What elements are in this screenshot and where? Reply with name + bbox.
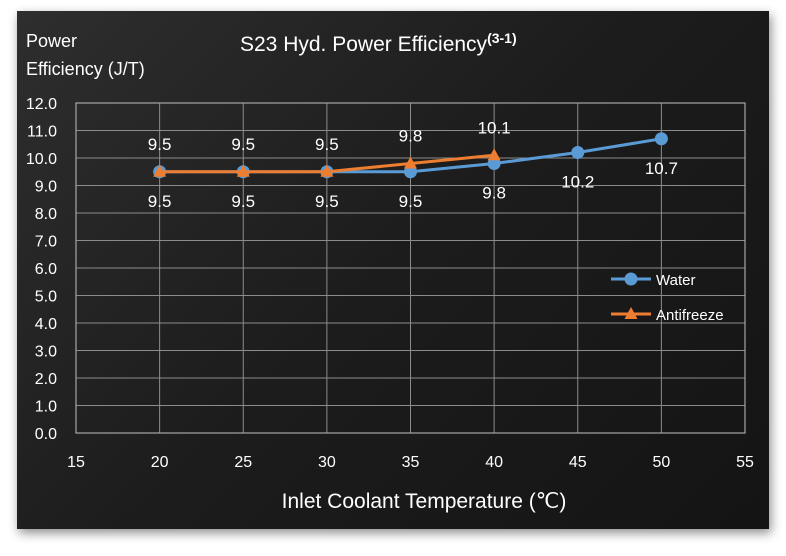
data-label-water: 10.2 [561,173,594,192]
data-point-antifreeze [487,148,501,161]
data-point-antifreeze [236,164,250,177]
data-point-water [654,132,668,146]
y-tick-label: 1.0 [35,399,57,416]
y-axis-title-line2: Efficiency (J/T) [26,59,145,79]
legend-marker-water [624,272,638,286]
chart-title-text: S23 Hyd. Power Efficiency [240,33,488,56]
data-label-antifreeze: 9.5 [315,135,339,154]
data-label-water: 9.5 [315,192,339,211]
chart-title: S23 Hyd. Power Efficiency(3-1) [240,30,517,56]
y-tick-label: 10.0 [26,151,57,168]
data-point-antifreeze [320,164,334,177]
legend-label-water: Water [656,272,695,289]
y-tick-label: 8.0 [35,206,57,223]
y-tick-label: 3.0 [35,344,57,361]
data-label-water: 9.5 [231,192,255,211]
y-tick-label: 9.0 [35,179,57,196]
y-tick-label: 12.0 [26,96,57,113]
data-point-antifreeze [153,164,167,177]
chart-area [17,11,769,529]
data-label-antifreeze: 9.5 [148,135,172,154]
x-tick-label: 55 [736,454,754,471]
y-tick-label: 6.0 [35,261,57,278]
x-tick-label: 25 [234,454,252,471]
data-label-antifreeze: 9.8 [399,127,423,146]
data-label-antifreeze: 9.5 [231,135,255,154]
data-label-water: 9.5 [148,192,172,211]
x-tick-label: 35 [402,454,420,471]
y-tick-label: 11.0 [27,124,57,141]
y-tick-label: 0.0 [35,426,57,443]
legend-label-antifreeze: Antifreeze [656,307,724,324]
x-tick-label: 20 [151,454,169,471]
y-tick-label: 2.0 [35,371,57,388]
x-tick-label: 15 [67,454,85,471]
y-tick-label: 7.0 [35,234,57,251]
x-tick-label: 50 [652,454,670,471]
x-tick-label: 30 [318,454,336,471]
data-label-water: 10.7 [645,159,678,178]
data-point-water [571,146,585,159]
y-tick-label: 4.0 [35,316,57,333]
chart-title-superscript: (3-1) [487,30,517,46]
x-tick-label: 45 [569,454,587,471]
data-label-antifreeze: 10.1 [478,118,511,137]
plot-area-border [75,102,746,434]
legend-marker-antifreeze [624,307,638,319]
data-point-antifreeze [404,156,417,169]
data-label-water: 9.5 [399,192,423,211]
y-tick-label: 5.0 [35,289,57,306]
data-label-water: 9.8 [482,184,506,203]
x-axis-title: Inlet Coolant Temperature (℃) [282,490,567,513]
y-axis-title-line1: Power [26,31,77,51]
x-tick-label: 40 [485,454,503,471]
